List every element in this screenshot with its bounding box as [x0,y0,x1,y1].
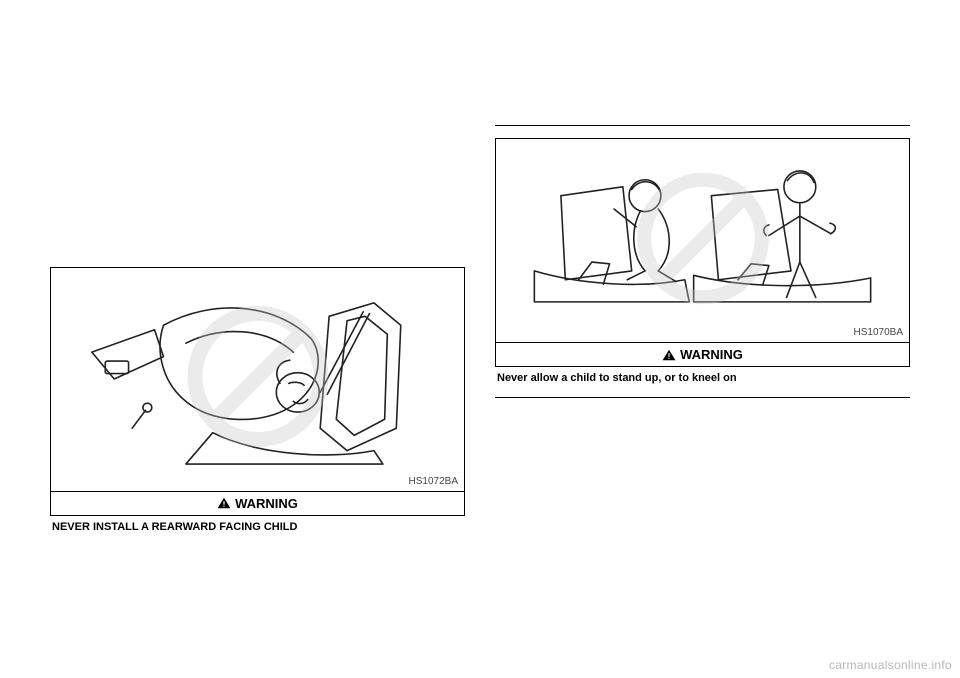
figure-left: HS1072BA [50,267,465,492]
warning-triangle-icon [662,349,676,361]
two-column-layout: HS1072BA WARNING NEVER INSTALL A REARWAR… [50,40,910,638]
figure-id-right: HS1070BA [854,327,903,338]
prohibit-icon [633,168,773,313]
watermark-text: carmanualsonline.info [829,658,952,672]
divider-top-right [495,125,910,126]
warning-label-right: WARNING [680,347,743,362]
warning-label-left: WARNING [235,496,298,511]
body-text-right [495,398,910,438]
figure-id-left: HS1072BA [409,476,458,487]
warning-text-right: Never allow a child to stand up, or to k… [495,367,910,389]
right-column: HS1070BA WARNING Never allow a child to … [495,40,910,638]
warning-triangle-icon [217,497,231,509]
warning-bar-left: WARNING [50,492,465,516]
manual-page: HS1072BA WARNING NEVER INSTALL A REARWAR… [0,0,960,678]
warning-text-left: NEVER INSTALL A REARWARD FACING CHILD [50,516,465,538]
prohibit-icon [183,302,333,457]
warning-bar-right: WARNING [495,343,910,367]
figure-right: HS1070BA [495,138,910,343]
left-column: HS1072BA WARNING NEVER INSTALL A REARWAR… [50,40,465,638]
